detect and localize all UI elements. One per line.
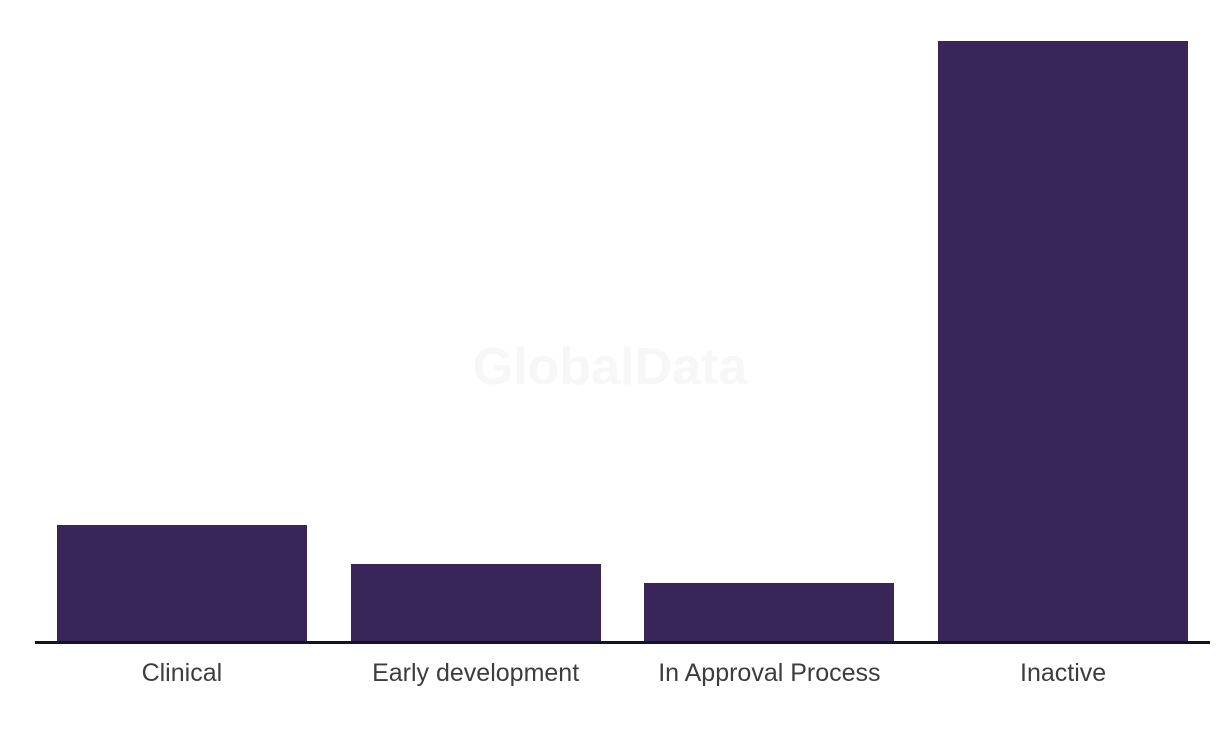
bar-column-in-approval-process [623,41,917,641]
bar-clinical[interactable] [56,524,307,641]
x-axis-label-early-development: Early development [372,659,580,687]
bar-column-inactive [916,41,1210,641]
plot-area [35,41,1210,641]
x-axis-line [35,641,1210,644]
bar-column-clinical [35,41,329,641]
bar-early-development[interactable] [350,563,601,641]
x-axis-label-clinical: Clinical [141,659,223,687]
x-axis-label-inactive: Inactive [1020,659,1107,687]
watermark-text: GlobalData [472,338,748,396]
bar-column-early-development [329,41,623,641]
x-axis-label-in-approval-process: In Approval Process [658,659,881,687]
x-axis-labels: Clinical Early development In Approval P… [35,659,1210,688]
bar-in-approval-process[interactable] [644,582,895,641]
bar-inactive[interactable] [938,41,1189,641]
